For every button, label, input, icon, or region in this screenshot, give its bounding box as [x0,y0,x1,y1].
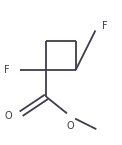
Text: F: F [4,65,10,75]
Text: F: F [102,21,108,31]
Text: O: O [67,121,75,131]
Text: O: O [5,111,12,121]
